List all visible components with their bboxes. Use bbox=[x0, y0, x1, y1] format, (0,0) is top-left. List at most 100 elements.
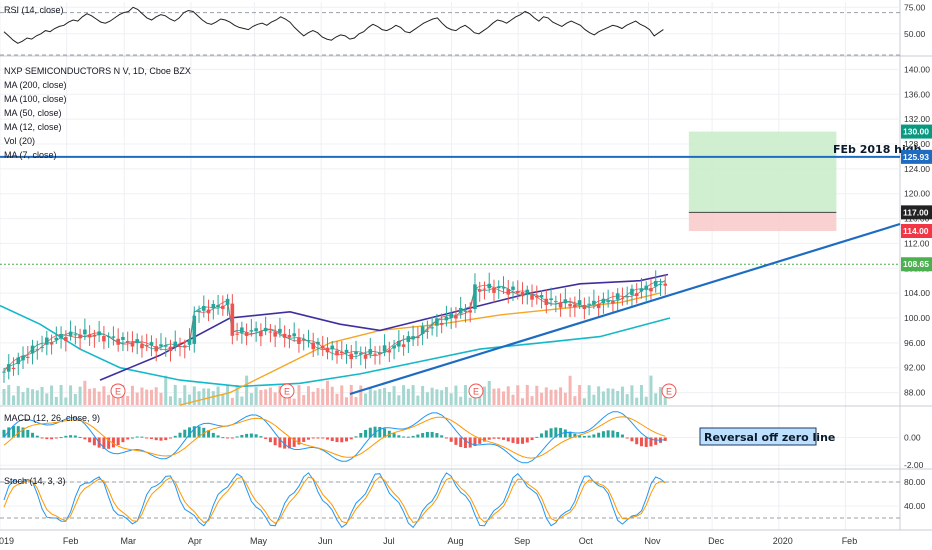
volume-bar bbox=[169, 396, 172, 405]
macd-hist-bar bbox=[563, 429, 567, 438]
volume-bar bbox=[83, 380, 87, 405]
rsi-levels bbox=[0, 12, 900, 56]
macd-hist-bar bbox=[397, 435, 401, 438]
macd-hist-bar bbox=[425, 432, 429, 438]
volume-bar bbox=[387, 391, 391, 405]
candle-body bbox=[68, 331, 73, 336]
candle-body bbox=[435, 318, 439, 326]
volume-bar bbox=[587, 385, 591, 405]
volume-bar bbox=[50, 385, 54, 405]
price-tick: 0.00 bbox=[904, 433, 921, 443]
candle-body bbox=[135, 339, 139, 344]
long-position-tool[interactable] bbox=[688, 131, 837, 231]
macd-hist-bar bbox=[211, 432, 215, 438]
candle-body bbox=[349, 353, 354, 360]
macd-hist-bar bbox=[306, 437, 310, 440]
volume-bar bbox=[378, 389, 382, 405]
volume-bar bbox=[649, 375, 653, 405]
candle-body bbox=[159, 344, 163, 347]
macd-hist-bar bbox=[644, 437, 648, 447]
support-trendline[interactable] bbox=[349, 222, 901, 396]
volume-bar bbox=[654, 393, 658, 405]
macd-hist-bar bbox=[311, 437, 315, 439]
volume-bar bbox=[292, 398, 296, 405]
price-pane[interactable]: FEb 2018 high E E E E NXP SEMICONDUCTORS N … bbox=[0, 66, 921, 406]
candle-body bbox=[121, 336, 125, 340]
candle-body bbox=[301, 339, 306, 341]
candle-body bbox=[6, 364, 11, 372]
volume-bar bbox=[482, 386, 486, 405]
candle-body bbox=[25, 356, 30, 358]
stoch-d-line bbox=[3, 476, 666, 524]
macd-hist-bar bbox=[649, 437, 653, 447]
earnings-marker bbox=[468, 383, 484, 399]
volume-bar bbox=[568, 375, 572, 405]
candle-body bbox=[197, 310, 201, 312]
macd-hist-bar bbox=[335, 437, 339, 443]
macd-hist-bar bbox=[116, 437, 120, 445]
macd-hist-bar bbox=[73, 435, 77, 438]
macd-hist-bar bbox=[2, 429, 6, 438]
macd-hist-bar bbox=[268, 437, 272, 443]
macd-hist-bar bbox=[597, 432, 601, 438]
time-axis[interactable]: 2019 Feb Mar Apr May Jun Jul Aug Sep Oct Nov Dec 202… bbox=[0, 536, 857, 546]
price-axis[interactable]: 75.00 50.00 140.00 136.00 132.00 128.00 124.00… bbox=[901, 2, 932, 511]
candle-body bbox=[577, 300, 582, 305]
macd-hist-bar bbox=[287, 437, 291, 449]
legend-vol: Vol (20) bbox=[4, 136, 35, 146]
macd-hist-bar bbox=[497, 437, 501, 439]
time-tick: 2020 bbox=[773, 536, 793, 546]
candle-body bbox=[130, 342, 135, 347]
candle-body bbox=[496, 286, 501, 289]
macd-hist-bar bbox=[340, 437, 344, 443]
candle-body bbox=[192, 315, 197, 344]
macd-hist-bar bbox=[383, 428, 387, 438]
volume-bar bbox=[126, 395, 130, 405]
macd-hist-bar bbox=[235, 436, 239, 438]
macd-pane[interactable]: MACD (12, 26, close, 9) Reversal off zer… bbox=[2, 411, 836, 464]
candle-body bbox=[45, 337, 49, 345]
macd-hist-bar bbox=[630, 437, 634, 442]
volume-bar bbox=[345, 397, 349, 405]
price-tick: 96.00 bbox=[904, 338, 926, 348]
candle-body bbox=[325, 347, 330, 353]
volume-bar bbox=[178, 398, 182, 405]
stoch-pane[interactable]: Stoch (14, 3, 3) bbox=[0, 472, 900, 529]
volume-bar bbox=[306, 386, 310, 405]
volume-bar bbox=[516, 385, 520, 405]
macd-hist-bar bbox=[468, 437, 472, 448]
candle-body bbox=[259, 331, 263, 337]
macd-hist-bar bbox=[544, 430, 548, 438]
volume-bar bbox=[411, 385, 415, 405]
volume-bar bbox=[435, 389, 439, 405]
candle-body bbox=[425, 330, 430, 332]
volume-bar bbox=[297, 385, 301, 405]
price-tick: 50.00 bbox=[904, 29, 926, 39]
macd-annotation-box[interactable] bbox=[699, 427, 817, 446]
volume-bar bbox=[302, 395, 306, 405]
candle-body bbox=[492, 288, 496, 293]
volume-bar bbox=[492, 388, 496, 405]
volume-bar bbox=[325, 380, 329, 405]
volume-bar bbox=[421, 385, 425, 405]
candlesticks bbox=[2, 270, 668, 383]
volume-bar bbox=[249, 393, 253, 405]
macd-hist-bar bbox=[511, 437, 515, 443]
macd-hist-bar bbox=[249, 433, 253, 438]
price-tick: -2.00 bbox=[904, 460, 924, 470]
macd-hist-bar bbox=[240, 435, 244, 438]
volume-bar bbox=[349, 385, 353, 405]
macd-hist-bar bbox=[639, 437, 643, 447]
candle-body bbox=[83, 329, 87, 335]
volume-bar bbox=[116, 398, 120, 405]
candle-body bbox=[144, 344, 149, 347]
volume-bar bbox=[478, 394, 482, 405]
rsi-pane[interactable]: RSI (14, close) bbox=[0, 5, 900, 56]
time-tick: Feb bbox=[63, 536, 79, 546]
price-label: 130.00 bbox=[903, 127, 929, 137]
ma50-line bbox=[99, 273, 669, 381]
candle-body bbox=[344, 349, 349, 353]
candle-body bbox=[430, 327, 434, 329]
